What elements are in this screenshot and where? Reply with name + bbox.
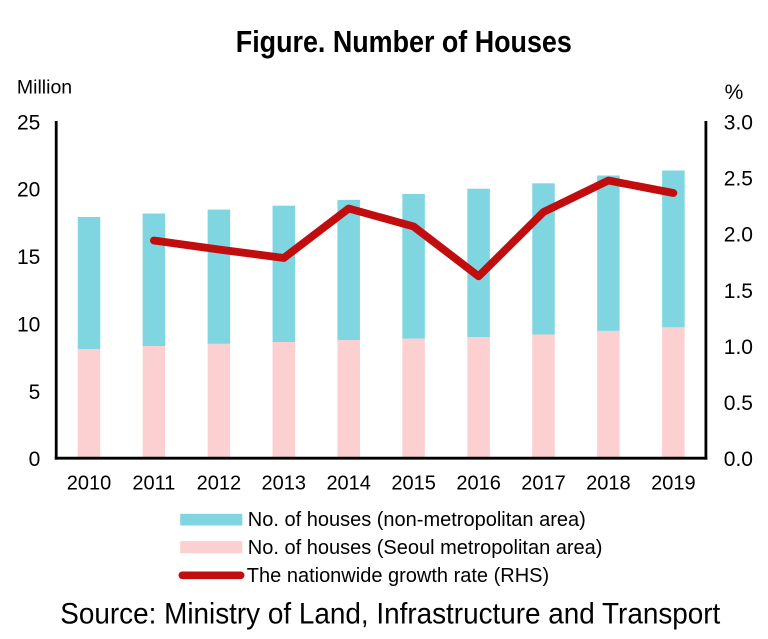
svg-text:Source: Ministry of Land, Infr: Source: Ministry of Land, Infrastructure… [60, 597, 721, 630]
svg-text:2013: 2013 [262, 473, 307, 495]
svg-text:2011: 2011 [132, 473, 175, 495]
svg-text:20: 20 [17, 179, 40, 202]
svg-text:2014: 2014 [326, 473, 371, 495]
svg-text:2.0: 2.0 [724, 224, 753, 247]
svg-text:1.0: 1.0 [724, 336, 753, 359]
svg-text:2019: 2019 [651, 473, 696, 495]
svg-text:2012: 2012 [197, 473, 242, 495]
svg-text:Million: Million [17, 76, 72, 98]
svg-text:No. of houses (non-metropolita: No. of houses (non-metropolitan area) [248, 509, 586, 531]
svg-text:Figure. Number of Houses: Figure. Number of Houses [236, 25, 572, 59]
svg-text:2018: 2018 [586, 473, 631, 495]
svg-text:1.5: 1.5 [724, 280, 753, 303]
svg-text:25: 25 [17, 111, 40, 134]
svg-text:5: 5 [29, 381, 41, 404]
svg-text:The nationwide growth rate (RH: The nationwide growth rate (RHS) [247, 565, 549, 587]
svg-text:10: 10 [17, 313, 40, 336]
svg-text:2017: 2017 [521, 473, 566, 495]
svg-text:15: 15 [17, 246, 40, 269]
svg-text:2.5: 2.5 [724, 168, 753, 191]
svg-text:0.0: 0.0 [724, 448, 753, 471]
svg-text:No. of houses (Seoul metropoli: No. of houses (Seoul metropolitan area) [248, 537, 603, 559]
svg-text:3.0: 3.0 [724, 111, 753, 134]
svg-text:2010: 2010 [67, 473, 112, 495]
svg-text:%: % [725, 81, 744, 104]
svg-text:0: 0 [29, 448, 41, 471]
svg-text:0.5: 0.5 [724, 392, 753, 415]
svg-text:2016: 2016 [456, 473, 501, 495]
svg-text:2015: 2015 [391, 473, 436, 495]
